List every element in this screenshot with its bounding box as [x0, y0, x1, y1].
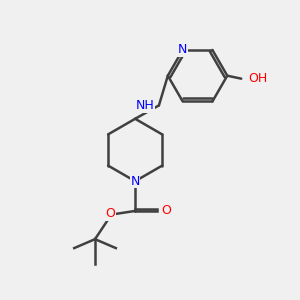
Text: O: O: [106, 207, 116, 220]
Text: OH: OH: [248, 72, 267, 85]
Text: O: O: [161, 204, 171, 218]
Text: NH: NH: [136, 99, 154, 112]
Text: N: N: [178, 44, 188, 56]
Text: N: N: [130, 175, 140, 188]
